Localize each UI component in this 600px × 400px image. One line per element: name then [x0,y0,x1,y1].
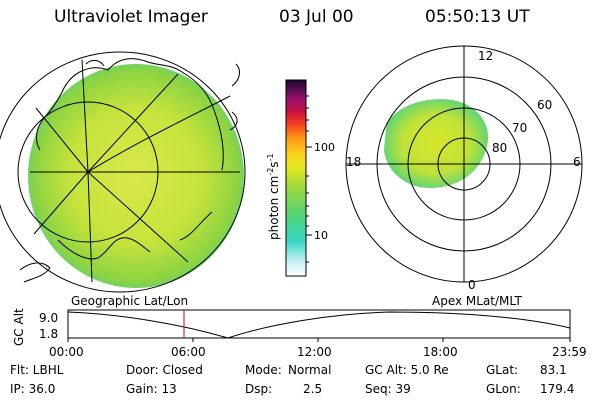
filter-info: Flt: LBHL [10,363,64,377]
time-label: 05:50:13 UT [425,7,530,27]
geographic-label: Geographic Lat/Lon [71,294,189,308]
time-tick-0000: 00:00 [49,345,84,359]
lat-label-70: 70 [512,121,527,135]
glat-label: GLat: [486,363,519,377]
altitude-plot: 9.0 1.8 GC Alt [12,308,571,346]
aurora-oval [384,99,489,188]
gain-info: Gain: 13 [126,382,177,396]
instrument-title: Ultraviolet Imager [54,7,208,27]
colorbar-tick-10: 10 [314,229,328,242]
colorbar-units-label: photon cm-2s-1 [266,153,281,240]
apex-label: Apex MLat/MLT [432,294,522,308]
mlt-label-0: 0 [468,278,476,292]
mlt-label-6: 6 [573,155,581,169]
alt-axis-label: GC Alt [12,308,26,346]
lat-label-80: 80 [492,141,507,155]
mode-value: Normal [288,363,332,377]
alt-y-max: 9.0 [39,311,58,325]
geographic-globe-image [0,51,246,293]
mlt-label-18: 18 [346,155,361,169]
time-tick-1200: 12:00 [297,345,332,359]
alt-y-min: 1.8 [39,327,58,341]
mlt-label-12: 12 [478,49,493,63]
door-info: Door: Closed [126,363,203,377]
glon-label: GLon: [486,382,521,396]
mode-label: Mode: [245,363,282,377]
lat-label-60: 60 [537,98,552,112]
polar-mlt-plot: 12 18 6 0 60 70 80 [345,45,583,292]
colorbar-tick-100: 100 [314,141,335,154]
intensity-colorbar: 100 10 photon cm-2s-1 [266,79,335,277]
glon-value: 179.4 [540,382,575,396]
ip-info: IP: 36.0 [10,382,56,396]
dsp-label: Dsp: [245,382,273,396]
date-label: 03 Jul 00 [279,7,354,27]
time-tick-0600: 06:00 [171,345,206,359]
glat-value: 83.1 [540,363,567,377]
time-tick-2359: 23:59 [552,345,587,359]
altitude-curve [67,311,571,339]
seq-info: Seq: 39 [365,382,411,396]
time-tick-1800: 18:00 [423,345,458,359]
dsp-value: 2.5 [303,382,323,396]
gc-alt-info: GC Alt: 5.0 Re [365,363,449,377]
